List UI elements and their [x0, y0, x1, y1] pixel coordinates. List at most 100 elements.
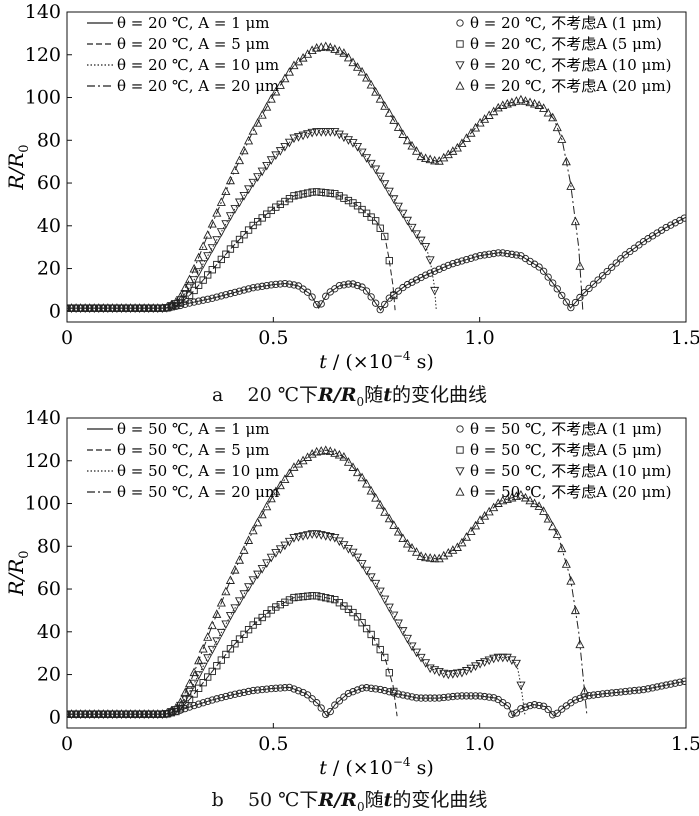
data-point: [426, 694, 434, 702]
data-point: [331, 701, 339, 709]
data-point: [258, 685, 266, 694]
data-point: [216, 628, 226, 638]
data-point: [76, 709, 86, 718]
data-point: [580, 693, 589, 701]
data-point: [280, 474, 290, 484]
data-point: [254, 283, 262, 291]
data-point: [181, 704, 189, 713]
y-tick-label: 40: [37, 215, 61, 237]
data-point: [317, 188, 325, 196]
data-point: [408, 693, 416, 701]
data-point: [199, 679, 207, 687]
data-point: [235, 287, 244, 295]
data-point: [239, 590, 249, 599]
data-point: [425, 256, 435, 265]
data-point: [416, 653, 426, 663]
data-point: [521, 703, 530, 711]
data-point: [476, 252, 484, 260]
data-point: [452, 669, 462, 679]
data-point: [412, 276, 421, 284]
data-point: [103, 303, 113, 312]
data-point: [352, 62, 363, 71]
data-point: [207, 620, 217, 630]
data-point: [385, 669, 393, 677]
data-point: [334, 449, 344, 459]
data-point: [266, 493, 276, 503]
data-point: [635, 686, 643, 694]
data-point: [116, 303, 127, 312]
data-point: [381, 686, 389, 695]
data-point: [353, 613, 362, 621]
y-tick-label: 120: [25, 44, 61, 66]
data-point: [180, 694, 190, 704]
data-point: [353, 202, 362, 210]
data-point: [358, 205, 366, 214]
data-point: [244, 285, 253, 293]
data-point: [239, 191, 249, 201]
data-point: [457, 668, 467, 678]
caption-var: t: [383, 789, 393, 811]
data-point: [467, 254, 475, 262]
legend-label: θ = 50 ℃, A = 1 μm: [117, 420, 270, 438]
data-point: [290, 593, 298, 602]
data-point: [126, 303, 136, 312]
y-tick-label: 80: [37, 535, 61, 557]
legend-label: θ = 50 ℃, A = 10 μm: [117, 462, 279, 480]
data-point: [98, 303, 108, 312]
data-point: [322, 292, 330, 300]
data-point: [484, 656, 494, 666]
data-point: [89, 709, 99, 718]
data-point: [381, 300, 389, 309]
data-point: [272, 603, 280, 611]
data-point: [567, 303, 575, 312]
data-point: [116, 709, 127, 718]
data-point: [353, 686, 362, 694]
data-point: [557, 134, 567, 143]
data-point: [253, 173, 263, 182]
data-point: [322, 594, 330, 602]
data-point: [280, 73, 290, 83]
data-point: [534, 501, 544, 510]
data-point: [385, 688, 393, 696]
legend-label: θ = 20 ℃, A = 10 μm: [117, 56, 279, 74]
data-point: [493, 498, 503, 507]
data-point: [222, 291, 230, 299]
data-point: [372, 299, 380, 307]
data-point: [470, 520, 481, 530]
data-point: [189, 667, 199, 677]
data-point: [544, 705, 552, 714]
x-tick-label: 1.5: [671, 327, 699, 349]
data-point: [411, 547, 422, 556]
data-point: [130, 709, 140, 718]
data-point: [284, 67, 294, 76]
data-point: [271, 151, 281, 161]
data-point: [384, 513, 394, 523]
data-point: [449, 260, 457, 268]
data-point: [313, 699, 321, 707]
data-point: [281, 684, 289, 692]
data-point: [549, 711, 557, 719]
data-point: [240, 688, 248, 697]
data-point: [416, 551, 426, 560]
data-point: [393, 122, 403, 131]
data-point: [94, 709, 104, 718]
data-point: [244, 226, 253, 234]
data-point: [403, 692, 412, 700]
data-point: [499, 249, 507, 257]
data-point: [394, 287, 403, 295]
data-point: [257, 167, 267, 177]
data-point: [339, 451, 349, 461]
data-point: [112, 709, 122, 718]
data-point: [335, 282, 344, 290]
data-point: [276, 600, 284, 609]
data-point: [67, 303, 77, 312]
data-point: [367, 213, 375, 221]
data-point: [390, 687, 398, 696]
data-point: [448, 545, 458, 554]
data-point: [440, 263, 448, 271]
legend-label: θ = 20 ℃, 不考虑A (10 μm): [470, 56, 671, 74]
data-point: [375, 500, 385, 509]
data-point: [516, 94, 526, 104]
data-point: [207, 645, 217, 655]
data-point: [208, 696, 216, 704]
